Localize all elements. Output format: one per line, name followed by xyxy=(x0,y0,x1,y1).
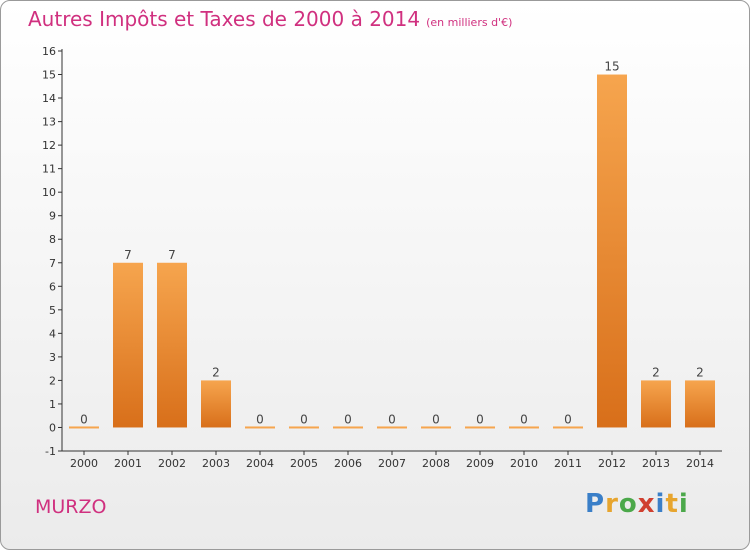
data-label: 7 xyxy=(124,248,132,262)
x-tick-label: 2014 xyxy=(686,457,714,470)
y-tick-label: 9 xyxy=(49,210,56,223)
y-tick-label: 11 xyxy=(42,163,56,176)
bar xyxy=(553,426,583,429)
y-tick-label: 1 xyxy=(49,398,56,411)
bar xyxy=(69,426,99,429)
y-tick-label: 7 xyxy=(49,257,56,270)
data-label: 0 xyxy=(256,412,264,426)
chart-subtitle: (en milliers d'€) xyxy=(426,16,513,29)
bar xyxy=(421,426,451,429)
chart-title: Autres Impôts et Taxes de 2000 à 2014 (en… xyxy=(28,7,512,31)
bar xyxy=(377,426,407,429)
bar xyxy=(245,426,275,429)
data-label: 0 xyxy=(564,412,572,426)
commune-name: MURZO xyxy=(35,496,107,518)
data-label: 0 xyxy=(388,412,396,426)
x-tick-label: 2004 xyxy=(246,457,274,470)
x-tick-label: 2000 xyxy=(70,457,98,470)
data-label: 0 xyxy=(476,412,484,426)
y-tick-label: 10 xyxy=(42,186,56,199)
y-tick-label: 3 xyxy=(49,351,56,364)
y-tick-label: -1 xyxy=(45,445,56,458)
bar xyxy=(509,426,539,429)
x-tick-label: 2002 xyxy=(158,457,186,470)
bar xyxy=(157,262,187,428)
data-label: 0 xyxy=(300,412,308,426)
bar xyxy=(465,426,495,429)
x-tick-label: 2007 xyxy=(378,457,406,470)
bar xyxy=(201,380,231,428)
data-label: 0 xyxy=(432,412,440,426)
x-tick-label: 2011 xyxy=(554,457,582,470)
y-tick-label: 15 xyxy=(42,69,56,82)
data-label: 2 xyxy=(696,365,704,379)
y-tick-label: 0 xyxy=(49,421,56,434)
y-tick-label: 8 xyxy=(49,233,56,246)
data-label: 2 xyxy=(212,365,220,379)
y-tick-label: 16 xyxy=(42,45,56,58)
bar xyxy=(597,74,627,428)
x-tick-label: 2012 xyxy=(598,457,626,470)
x-tick-label: 2009 xyxy=(466,457,494,470)
x-tick-label: 2006 xyxy=(334,457,362,470)
y-tick-label: 6 xyxy=(49,280,56,293)
x-tick-label: 2010 xyxy=(510,457,538,470)
bar xyxy=(289,426,319,429)
y-tick-label: 13 xyxy=(42,116,56,129)
bar xyxy=(641,380,671,428)
bar xyxy=(333,426,363,429)
data-label: 0 xyxy=(520,412,528,426)
y-tick-label: 2 xyxy=(49,374,56,387)
data-label: 7 xyxy=(168,248,176,262)
bar xyxy=(685,380,715,428)
y-tick-label: 4 xyxy=(49,327,56,340)
x-tick-label: 2003 xyxy=(202,457,230,470)
data-label: 2 xyxy=(652,365,660,379)
y-tick-label: 5 xyxy=(49,304,56,317)
data-label: 0 xyxy=(80,412,88,426)
x-tick-label: 2008 xyxy=(422,457,450,470)
chart-title-text: Autres Impôts et Taxes de 2000 à 2014 xyxy=(28,7,421,31)
data-label: 15 xyxy=(604,60,619,74)
y-tick-label: 14 xyxy=(42,92,56,105)
bar xyxy=(113,262,143,428)
proxiti-logo: Proxiti xyxy=(585,489,689,519)
x-tick-label: 2013 xyxy=(642,457,670,470)
data-label: 0 xyxy=(344,412,352,426)
x-tick-label: 2001 xyxy=(114,457,142,470)
x-tick-label: 2005 xyxy=(290,457,318,470)
y-tick-label: 12 xyxy=(42,139,56,152)
